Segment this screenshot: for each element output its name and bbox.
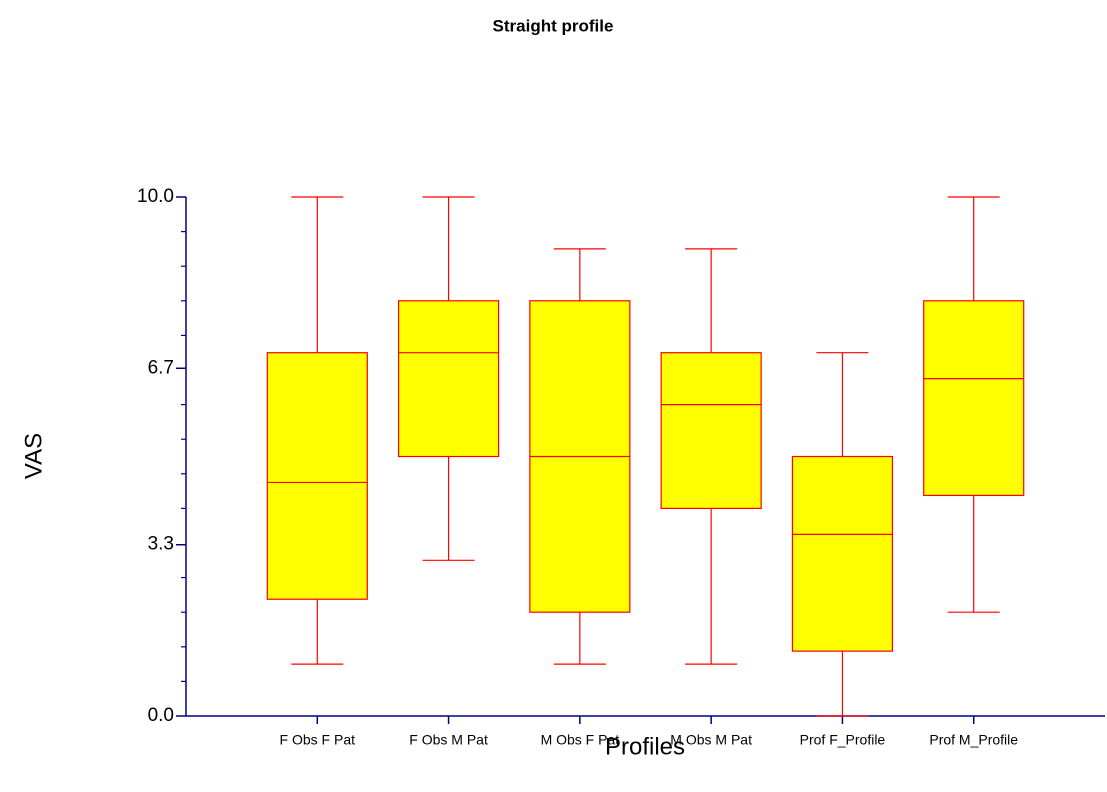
chart-title: Straight profile [493,16,614,35]
box [266,352,368,600]
box [923,300,1025,497]
x-tick-label: M Obs M Pat [670,732,752,748]
y-axis-label: VAS [20,433,47,479]
y-tick-label: 6.7 [148,357,174,378]
y-tick-label: 10.0 [137,186,174,207]
x-tick-label: F Obs M Pat [409,732,488,748]
y-tick-label: 0.0 [148,705,174,726]
y-tick-label: 3.3 [148,534,174,555]
box [660,352,762,510]
box [397,300,500,458]
x-tick-label: F Obs F Pat [280,732,356,748]
x-tick-label: Prof M_Profile [929,732,1018,748]
x-axis-label: Profiles [605,733,685,760]
x-tick-label: M Obs F Pat [541,732,620,748]
x-tick-label: Prof F_Profile [800,732,886,748]
box [791,455,894,652]
